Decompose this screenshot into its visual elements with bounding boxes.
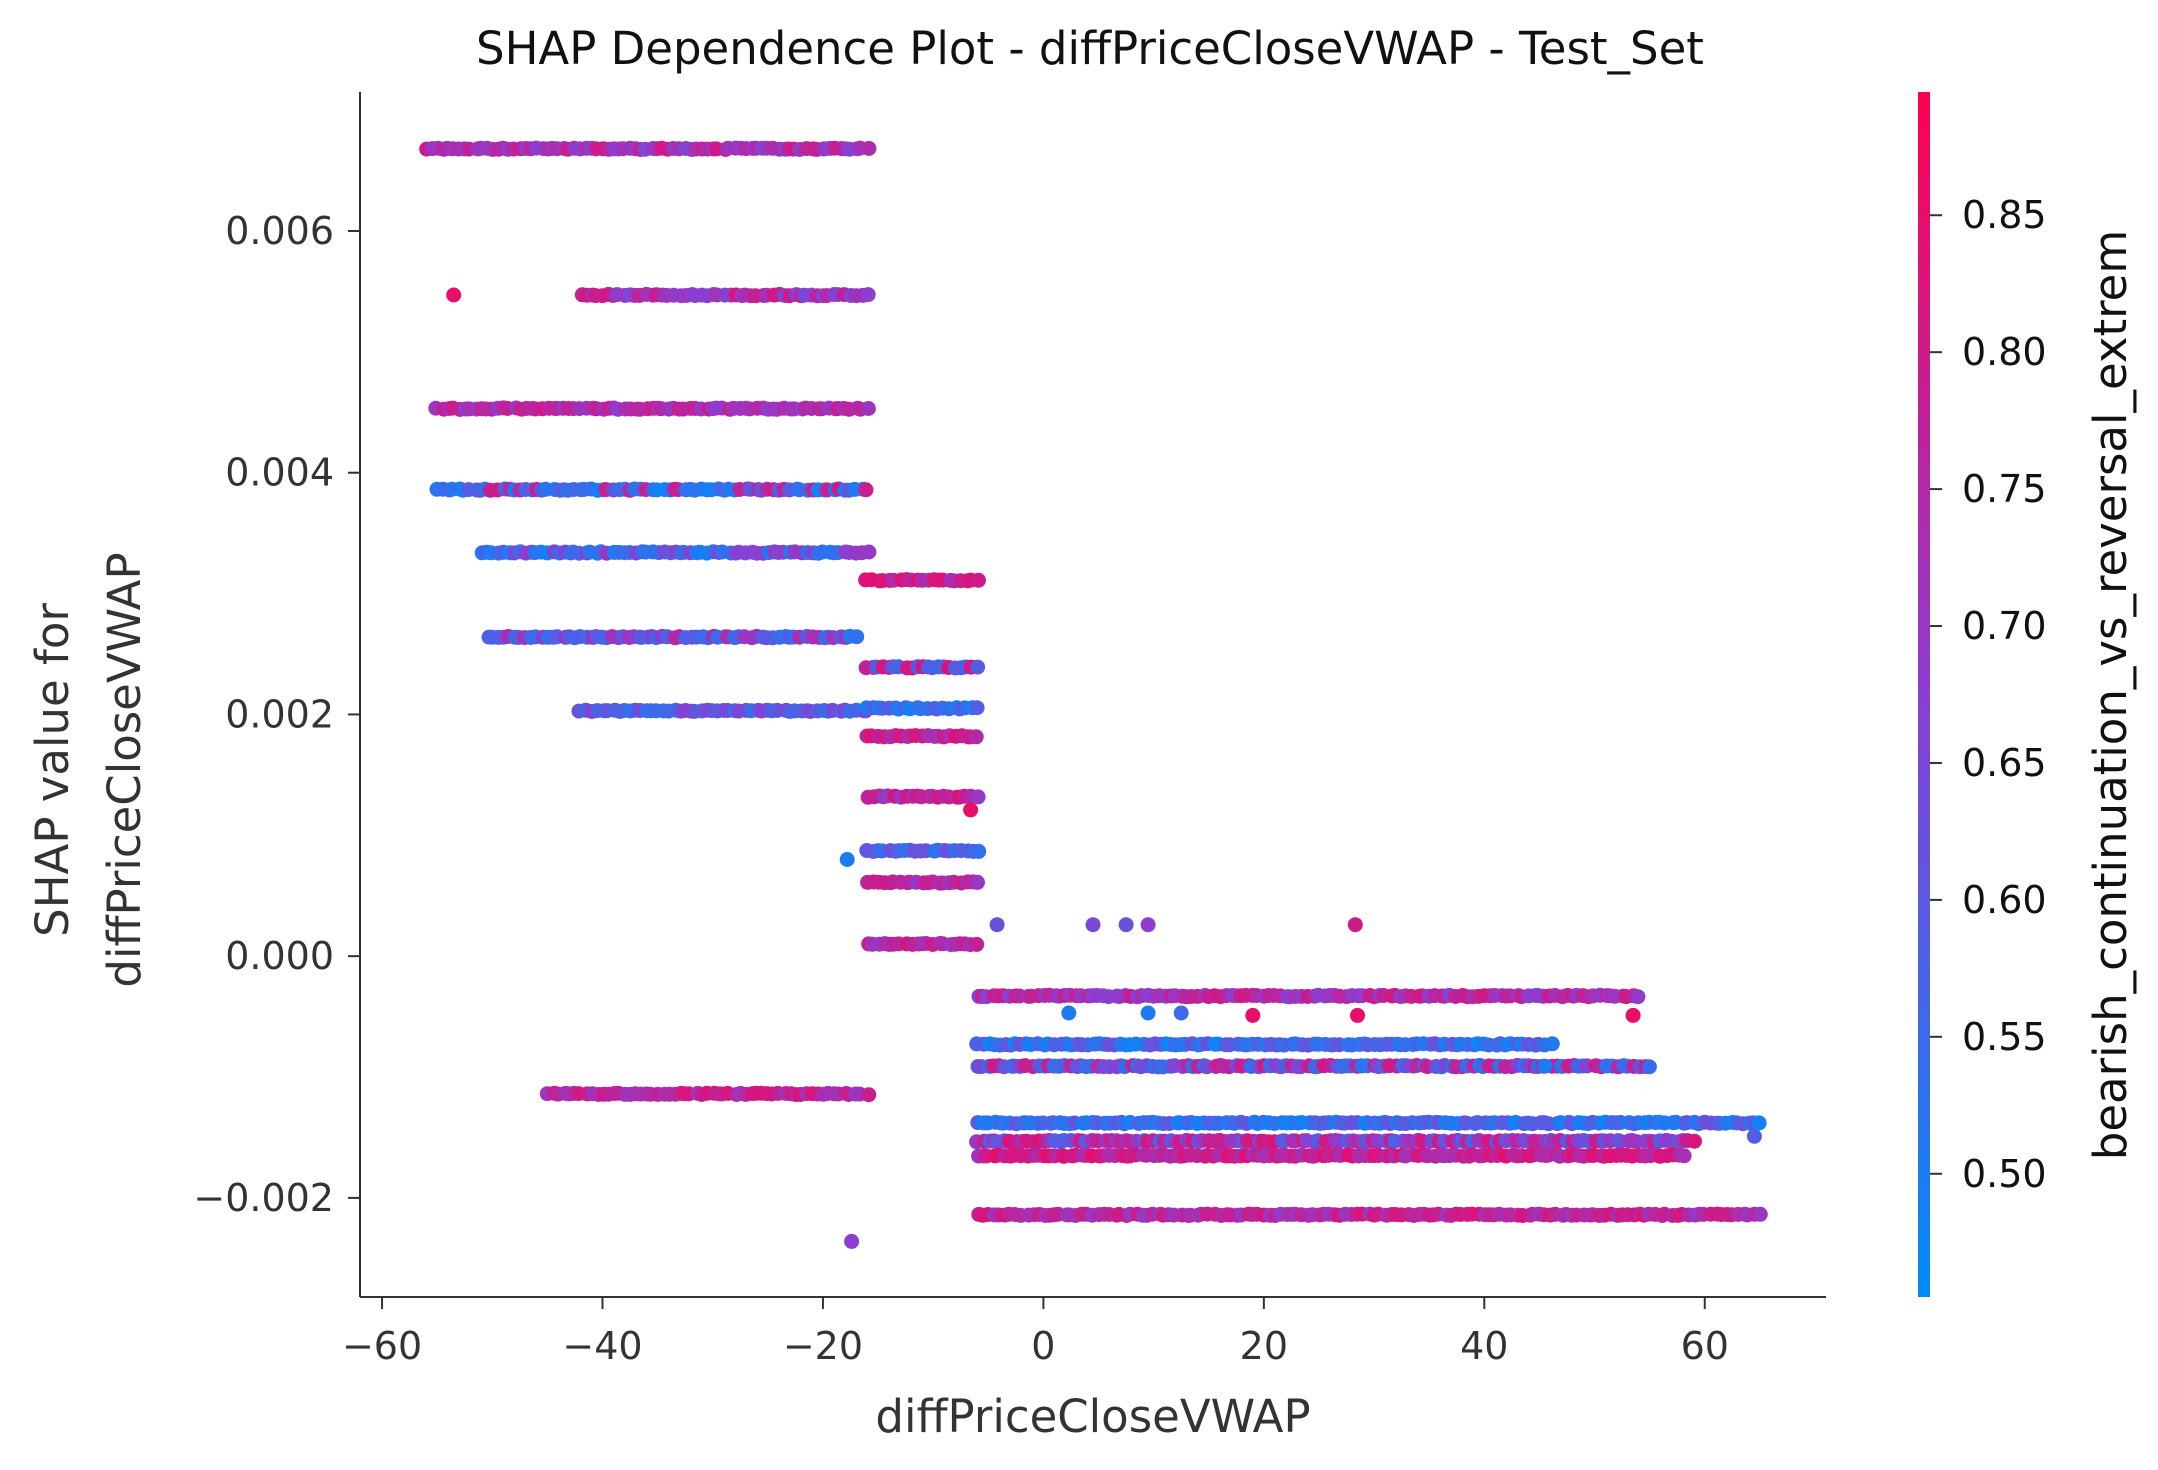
data-point <box>1140 1005 1156 1021</box>
y-tick-label: 0.002 <box>225 692 334 736</box>
y-axis-label-line-1: SHAP value for <box>26 603 79 937</box>
colorbar-ticks: 0.50 0.55 0.60 0.65 0.70 0.75 0.80 0.85 <box>1930 193 2047 1196</box>
x-tick-label: −60 <box>342 1324 422 1368</box>
colorbar-tick-label: 0.85 <box>1962 193 2047 237</box>
data-point <box>1118 917 1134 933</box>
data-point <box>1746 1128 1762 1144</box>
data-point <box>968 729 984 745</box>
data-point <box>1625 1007 1641 1023</box>
data-point <box>1544 1036 1560 1052</box>
y-axis-label-line-2: diffPriceCloseVWAP <box>98 552 151 987</box>
data-point <box>858 482 874 498</box>
data-point <box>971 572 986 588</box>
data-point <box>1641 1059 1657 1075</box>
data-point <box>632 629 648 645</box>
data-point <box>970 659 986 675</box>
data-point <box>1245 1007 1261 1023</box>
x-tick-label: 0 <box>1031 1324 1055 1368</box>
data-point <box>1350 1007 1365 1023</box>
data-point <box>861 140 877 156</box>
data-point <box>861 544 877 560</box>
data-point <box>971 843 987 859</box>
data-point <box>1537 1058 1553 1074</box>
data-point <box>969 700 985 716</box>
data-point <box>963 802 979 818</box>
colorbar-tick-label: 0.75 <box>1962 467 2047 511</box>
data-point <box>1085 917 1101 933</box>
x-axis-label: diffPriceCloseVWAP <box>875 1390 1310 1443</box>
data-point <box>1061 1005 1077 1021</box>
y-tick-label: 0.000 <box>225 934 334 978</box>
data-point <box>1630 989 1646 1005</box>
data-point <box>1173 1005 1189 1021</box>
data-point <box>861 1087 877 1103</box>
data-point <box>1752 1206 1768 1222</box>
x-tick-label: −40 <box>562 1324 642 1368</box>
data-point <box>446 287 462 303</box>
data-point <box>1347 917 1363 933</box>
data-point <box>989 917 1005 933</box>
chart-title: SHAP Dependence Plot - diffPriceCloseVWA… <box>476 22 1704 75</box>
colorbar-tick-label: 0.55 <box>1962 1015 2047 1059</box>
y-tick-label: 0.004 <box>225 451 334 495</box>
colorbar-tick-label: 0.60 <box>1962 878 2047 922</box>
data-point <box>969 936 985 952</box>
data-point <box>481 629 497 645</box>
data-point <box>844 1233 860 1249</box>
x-axis-ticks: −60 −40 −20 0 20 40 60 <box>342 1297 1729 1368</box>
data-point <box>860 401 876 416</box>
colorbar-tick-label: 0.70 <box>1962 604 2047 648</box>
colorbar-label: bearish_continuation_vs_reversal_extrem <box>2084 230 2137 1160</box>
y-axis-ticks: −0.002 0.000 0.002 0.004 0.006 <box>193 209 360 1220</box>
scatter-points <box>419 140 1768 1249</box>
data-point <box>1676 1148 1692 1164</box>
x-tick-label: 20 <box>1240 1324 1288 1368</box>
x-tick-label: −20 <box>783 1324 863 1368</box>
data-point <box>1140 917 1156 933</box>
colorbar <box>1918 92 1930 1297</box>
data-point <box>839 852 855 867</box>
colorbar-tick-label: 0.65 <box>1962 741 2047 785</box>
x-tick-label: 40 <box>1460 1324 1508 1368</box>
y-tick-label: 0.006 <box>225 209 334 253</box>
y-axis-label: SHAP value for diffPriceCloseVWAP <box>26 552 151 987</box>
data-point <box>1687 1133 1702 1149</box>
x-tick-label: 60 <box>1681 1324 1729 1368</box>
data-point <box>860 287 876 303</box>
data-point <box>970 789 986 805</box>
colorbar-tick-label: 0.50 <box>1962 1152 2047 1196</box>
y-tick-label: −0.002 <box>193 1176 334 1220</box>
data-point <box>849 629 865 645</box>
data-point <box>1751 1115 1767 1131</box>
data-point <box>970 874 985 890</box>
colorbar-tick-label: 0.80 <box>1962 330 2047 374</box>
